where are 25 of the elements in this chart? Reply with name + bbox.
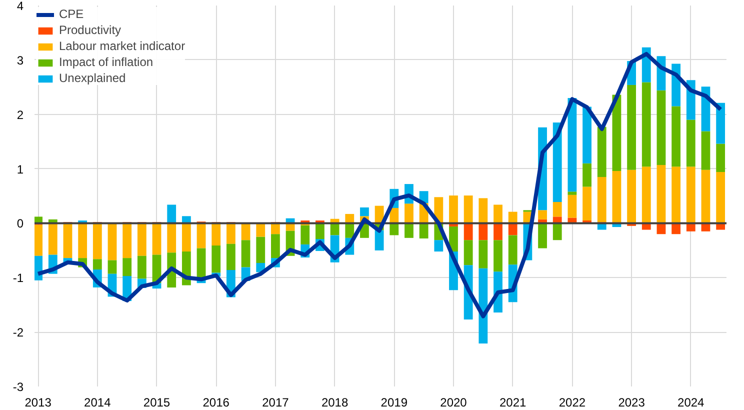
y-tick-label: 1	[16, 162, 24, 176]
y-tick-label: 4	[16, 0, 24, 13]
x-tick-label: 2024	[678, 396, 705, 410]
y-tick-label: -1	[12, 271, 24, 286]
x-tick-label: 2022	[558, 396, 586, 410]
legend-label: Unexplained	[59, 71, 126, 85]
x-tick-label: 2023	[618, 396, 646, 410]
x-tick-label: 2021	[500, 396, 527, 410]
x-tick-label: 2019	[380, 396, 408, 410]
x-tick-label: 2016	[202, 396, 230, 410]
x-tick-label: 2015	[143, 396, 170, 410]
y-tick-label: -3	[12, 380, 24, 394]
y-tick-label: 3	[16, 53, 24, 68]
x-tick-label: 2018	[321, 396, 348, 410]
x-tick-label: 2013	[24, 396, 52, 410]
legend-label: Labour market indicator	[59, 39, 186, 53]
legend-label: Impact of inflation	[59, 55, 154, 69]
x-tick-label: 2014	[84, 396, 112, 410]
x-tick-label: 2017	[262, 396, 290, 410]
y-tick-label: 2	[16, 108, 24, 122]
legend-label: Productivity	[59, 23, 122, 37]
x-tick-label: 2020	[440, 396, 468, 410]
y-tick-label: 0	[16, 216, 24, 231]
legend-label: CPE	[59, 7, 84, 21]
y-tick-label: -2	[12, 326, 24, 340]
